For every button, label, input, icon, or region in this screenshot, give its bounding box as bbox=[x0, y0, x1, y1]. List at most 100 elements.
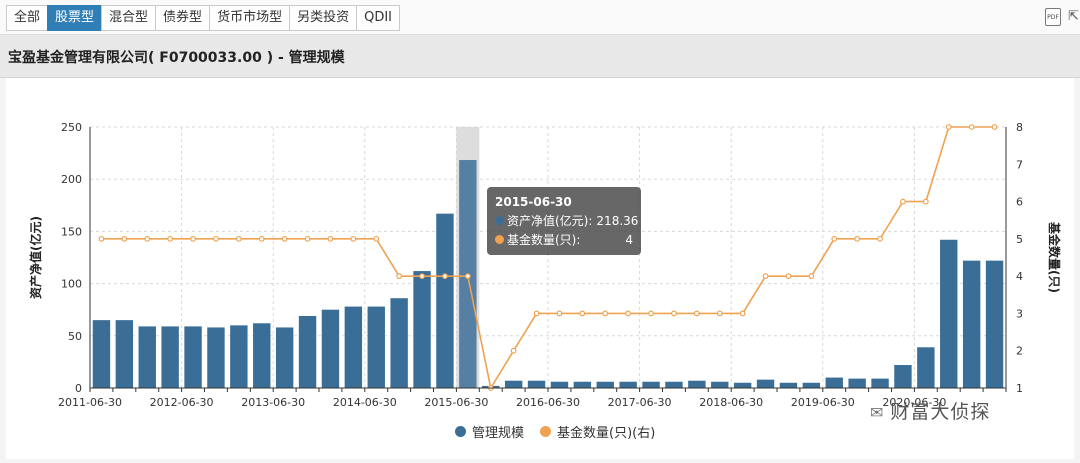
line-point bbox=[762, 273, 769, 280]
tooltip-dot-count bbox=[495, 235, 504, 244]
chart-panel: 0 50 100 150 200 250 1 2 3 4 5 6 7 8 2011-06-30 2012-06… bbox=[6, 78, 1074, 459]
tooltip-value-nav: 218.36 bbox=[596, 213, 639, 228]
tooltip-date: 2015-06-30 bbox=[495, 194, 572, 209]
line-point bbox=[373, 235, 380, 242]
line-point bbox=[991, 124, 998, 130]
bar bbox=[825, 377, 843, 388]
y-tick-label-right: 2 bbox=[1016, 345, 1023, 358]
axes: 0 50 100 150 200 250 1 2 3 4 5 6 7 8 2011-06-30 2012-06… bbox=[28, 121, 1062, 409]
line-point bbox=[304, 235, 311, 242]
tab-3[interactable]: 债券型 bbox=[155, 5, 211, 31]
bar bbox=[733, 382, 752, 388]
x-tick-label: 2015-06-30 bbox=[424, 396, 488, 409]
y-tick-label-right: 7 bbox=[1016, 158, 1023, 171]
x-tick-label: 2012-06-30 bbox=[150, 396, 214, 409]
line-point bbox=[350, 235, 357, 242]
y-tick-label-right: 1 bbox=[1016, 382, 1023, 395]
legend-dot-bars bbox=[455, 426, 466, 437]
bar bbox=[917, 347, 935, 388]
bar bbox=[596, 381, 614, 388]
bar bbox=[665, 381, 683, 388]
bar bbox=[573, 381, 592, 388]
y-tick-label-right: 8 bbox=[1016, 121, 1023, 134]
legend-label-line: 基金数量(只)(右) bbox=[557, 426, 656, 441]
tab-0[interactable]: 全部 bbox=[6, 5, 49, 31]
wechat-icon: ✉ bbox=[870, 403, 885, 422]
bar bbox=[230, 325, 248, 388]
fund-count-polyline bbox=[101, 126, 995, 391]
line-point bbox=[510, 347, 517, 354]
line-point bbox=[945, 124, 952, 130]
line-point bbox=[831, 235, 838, 242]
x-tick-label: 2018-06-30 bbox=[699, 396, 763, 409]
title-bar: 宝盈基金管理有限公司( F0700033.00 ) - 管理规模 bbox=[0, 35, 1080, 78]
y-tick-label-left: 100 bbox=[61, 278, 82, 291]
tab-5[interactable]: 另类投资 bbox=[289, 5, 358, 31]
tooltip-value-count: 4 bbox=[625, 232, 633, 247]
bar bbox=[298, 315, 317, 388]
x-tick-label: 2020-06-30 bbox=[882, 396, 946, 409]
line-point bbox=[98, 235, 105, 242]
bar bbox=[367, 306, 385, 388]
tab-2[interactable]: 混合型 bbox=[101, 5, 157, 31]
bar bbox=[619, 381, 637, 388]
line-point bbox=[556, 310, 563, 317]
y-tick-label-left: 150 bbox=[61, 225, 82, 238]
bar bbox=[756, 379, 775, 388]
line-point bbox=[235, 235, 242, 242]
y-tick-label-left: 200 bbox=[61, 173, 82, 186]
bar bbox=[711, 381, 729, 388]
line-point bbox=[121, 235, 128, 242]
line-point bbox=[671, 310, 677, 317]
bar bbox=[161, 326, 179, 388]
chart-tooltip: 2015-06-30 资产净值(亿元): 218.36 基金数量(只): 4 bbox=[487, 187, 641, 255]
bar bbox=[92, 320, 111, 388]
y-tick-label-right: 3 bbox=[1016, 307, 1023, 320]
line-point bbox=[213, 235, 219, 242]
line-point bbox=[625, 310, 632, 317]
bar bbox=[985, 260, 1004, 388]
share-icon[interactable]: ⇱ bbox=[1068, 9, 1079, 24]
tab-6[interactable]: QDII bbox=[356, 5, 401, 31]
line-point bbox=[785, 273, 792, 280]
bar bbox=[184, 326, 202, 388]
legend-label-bars: 管理规模 bbox=[472, 426, 525, 441]
line-point bbox=[877, 235, 883, 242]
x-tick-label: 2019-06-30 bbox=[791, 396, 855, 409]
line-point bbox=[739, 310, 746, 317]
y-tick-label-right: 5 bbox=[1016, 233, 1023, 246]
bar bbox=[962, 260, 981, 388]
bar bbox=[413, 271, 431, 388]
y-tick-label-left: 0 bbox=[75, 382, 82, 395]
line-point bbox=[922, 198, 929, 205]
bar bbox=[550, 381, 569, 388]
line-point bbox=[190, 235, 196, 242]
bar bbox=[802, 382, 821, 388]
x-tick-label: 2011-06-30 bbox=[58, 396, 122, 409]
line-point bbox=[900, 198, 906, 205]
tab-4[interactable]: 货币市场型 bbox=[209, 5, 291, 31]
page-title: 宝盈基金管理有限公司( F0700033.00 ) - 管理规模 bbox=[8, 50, 345, 66]
y-axis-title-left: 资产净值(亿元) bbox=[28, 216, 43, 299]
line-point bbox=[442, 273, 448, 280]
chart-legend: 管理规模 基金数量(只)(右) bbox=[455, 422, 671, 441]
bar bbox=[321, 309, 340, 388]
tab-bar: 全部 股票型 混合型 债券型 货币市场型 另类投资 QDII PDF ⇱ bbox=[0, 0, 1080, 35]
legend-item-line[interactable]: 基金数量(只)(右) bbox=[540, 422, 655, 441]
y-tick-label-right: 4 bbox=[1016, 270, 1023, 283]
x-tick-label: 2013-06-30 bbox=[241, 396, 305, 409]
pdf-icon[interactable]: PDF bbox=[1045, 8, 1061, 26]
legend-item-bars[interactable]: 管理规模 bbox=[455, 422, 524, 441]
watermark: ✉ 财富大侦探 bbox=[870, 397, 990, 424]
bar bbox=[527, 380, 546, 388]
y-tick-label-left: 250 bbox=[61, 121, 82, 134]
line-point bbox=[258, 235, 265, 242]
watermark-text: 财富大侦探 bbox=[890, 401, 991, 423]
line-point bbox=[281, 235, 288, 242]
tab-1[interactable]: 股票型 bbox=[47, 5, 103, 31]
bar bbox=[436, 213, 454, 388]
line-point bbox=[579, 310, 586, 317]
y-axis-title-right: 基金数量(只) bbox=[1047, 221, 1062, 293]
fund-count-line bbox=[98, 124, 998, 391]
bar bbox=[344, 306, 363, 388]
